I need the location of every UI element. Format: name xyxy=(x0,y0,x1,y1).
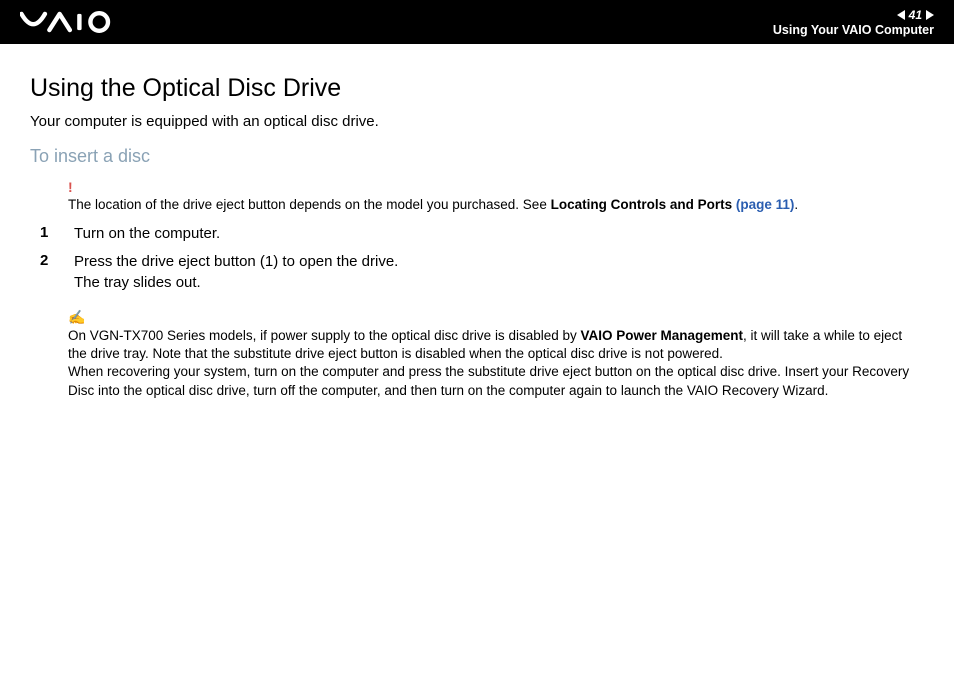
info-para2: When recovering your system, turn on the… xyxy=(68,364,909,397)
info-text: On VGN-TX700 Series models, if power sup… xyxy=(68,327,924,400)
step-list: 1 Turn on the computer. 2 Press the driv… xyxy=(30,224,924,293)
list-item: 2 Press the drive eject button (1) to op… xyxy=(30,252,924,293)
prev-page-icon[interactable] xyxy=(897,10,905,20)
warning-text-prefix: The location of the drive eject button d… xyxy=(68,197,551,212)
section-label: Using Your VAIO Computer xyxy=(773,23,934,37)
warning-icon: ! xyxy=(68,179,924,195)
page-content: Using the Optical Disc Drive Your comput… xyxy=(0,44,954,400)
page-nav: 41 xyxy=(897,8,934,22)
subheading: To insert a disc xyxy=(30,146,924,167)
note-icon: ✍ xyxy=(68,309,924,326)
step-number: 2 xyxy=(40,252,52,293)
warning-link-label: Locating Controls and Ports xyxy=(551,197,736,212)
page-number: 41 xyxy=(909,8,922,22)
page-title: Using the Optical Disc Drive xyxy=(30,74,924,103)
header-bar: 41 Using Your VAIO Computer xyxy=(0,0,954,44)
next-page-icon[interactable] xyxy=(926,10,934,20)
info-para1-prefix: On VGN-TX700 Series models, if power sup… xyxy=(68,328,581,343)
step-text: Turn on the computer. xyxy=(74,224,220,244)
list-item: 1 Turn on the computer. xyxy=(30,224,924,244)
step-number: 1 xyxy=(40,224,52,244)
step-text: Press the drive eject button (1) to open… xyxy=(74,252,398,293)
warning-note: ! The location of the drive eject button… xyxy=(68,179,924,214)
vaio-logo xyxy=(20,0,137,44)
intro-text: Your computer is equipped with an optica… xyxy=(30,113,924,130)
info-note: ✍ On VGN-TX700 Series models, if power s… xyxy=(68,309,924,400)
info-para1-bold: VAIO Power Management xyxy=(581,328,744,343)
warning-text: The location of the drive eject button d… xyxy=(68,197,798,212)
warning-link-page[interactable]: (page 11) xyxy=(736,197,795,212)
header-right: 41 Using Your VAIO Computer xyxy=(773,8,934,37)
warning-text-suffix: . xyxy=(794,197,798,212)
